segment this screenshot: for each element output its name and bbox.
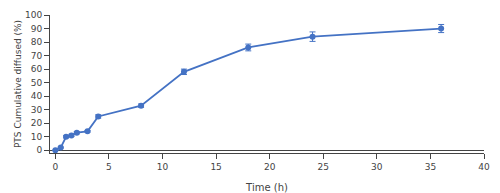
svg-text:PTS Cumulative diffused (%): PTS Cumulative diffused (%) [13,20,23,148]
svg-text:35: 35 [425,162,436,172]
svg-text:40: 40 [478,162,490,172]
svg-text:10: 10 [157,162,169,172]
svg-text:Time (h): Time (h) [245,182,288,193]
svg-text:50: 50 [31,78,43,88]
svg-text:30: 30 [371,162,383,172]
svg-text:70: 70 [31,51,43,61]
svg-text:20: 20 [31,118,43,128]
svg-text:0: 0 [36,145,42,155]
svg-text:10: 10 [31,132,43,142]
svg-text:5: 5 [106,162,112,172]
svg-text:60: 60 [31,64,43,74]
svg-text:25: 25 [318,162,329,172]
svg-text:100: 100 [25,10,42,20]
svg-text:15: 15 [210,162,221,172]
svg-text:80: 80 [31,37,43,47]
svg-text:90: 90 [31,24,43,34]
svg-text:20: 20 [264,162,276,172]
svg-text:0: 0 [52,162,58,172]
svg-text:30: 30 [31,105,43,115]
svg-text:40: 40 [31,91,43,101]
